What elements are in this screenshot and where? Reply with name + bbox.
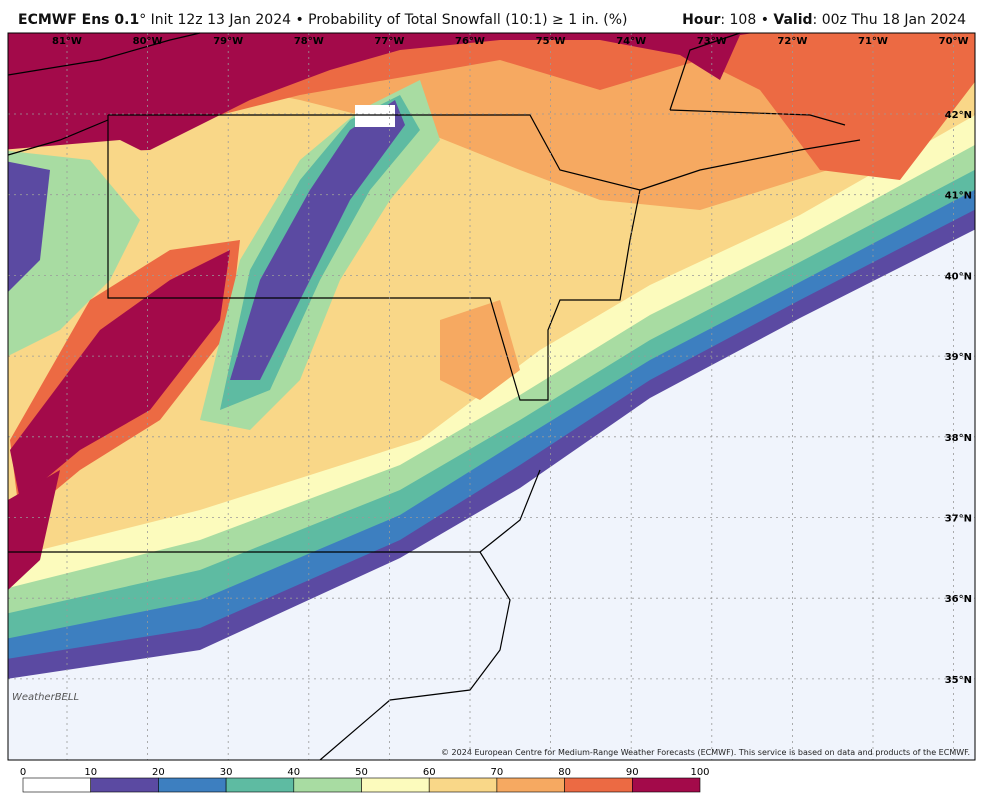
colorbar-bin xyxy=(90,777,159,793)
colorbar-bin xyxy=(564,777,633,793)
model-name: ECMWF Ens 0.1 xyxy=(18,12,140,28)
lat-label: 40°N xyxy=(945,271,972,282)
copyright: © 2024 European Centre for Medium-Range … xyxy=(441,748,970,757)
logo: WeatherBELL xyxy=(12,692,79,703)
colorbar-bin xyxy=(496,777,565,793)
colorbar-bin xyxy=(428,777,498,793)
lon-label: 77°W xyxy=(374,36,404,47)
boundaries xyxy=(7,32,861,761)
colorbar-tick-label: 0 xyxy=(20,767,26,778)
colorbar-tick-label: 20 xyxy=(152,767,165,778)
lon-label: 75°W xyxy=(536,36,566,47)
lon-label: 79°W xyxy=(213,36,243,47)
map-frame xyxy=(7,32,976,761)
colorbar-tick-label: 10 xyxy=(84,767,97,778)
colorbar-tick-label: 70 xyxy=(491,767,504,778)
description: ° Init 12z 13 Jan 2024 • Probability of … xyxy=(139,12,628,28)
lon-label: 70°W xyxy=(939,36,969,47)
lat-label: 42°N xyxy=(945,110,972,121)
lon-label: 78°W xyxy=(294,36,324,47)
valid-value: : 00z Thu 18 Jan 2024 xyxy=(812,12,966,28)
lon-label: 71°W xyxy=(858,36,888,47)
lat-label: 41°N xyxy=(945,191,972,202)
colorbar-bin xyxy=(293,777,362,793)
lon-label: 80°W xyxy=(133,36,163,47)
colorbar-tick-label: 100 xyxy=(690,767,709,778)
colorbar-tick-label: 80 xyxy=(558,767,571,778)
colorbar-tick-label: 30 xyxy=(220,767,233,778)
colorbar-tick-label: 50 xyxy=(355,767,368,778)
header: ECMWF Ens 0.1° Init 12z 13 Jan 2024 • Pr… xyxy=(18,12,966,28)
lon-label: 81°W xyxy=(52,36,82,47)
colorbar-tick-label: 90 xyxy=(626,767,639,778)
valid-info: Hour: 108 • Valid: 00z Thu 18 Jan 2024 xyxy=(682,12,966,28)
lon-label: 72°W xyxy=(777,36,807,47)
lon-label: 76°W xyxy=(455,36,485,47)
lat-label: 35°N xyxy=(945,675,972,686)
colorbar-bin xyxy=(22,777,91,793)
colorbar-bin xyxy=(631,777,701,793)
lat-label: 39°N xyxy=(945,352,972,363)
hour-label: Hour xyxy=(682,12,721,28)
lon-label: 74°W xyxy=(616,36,646,47)
lat-label: 38°N xyxy=(945,433,972,444)
valid-label: Valid xyxy=(773,12,813,28)
colorbar-tick-label: 40 xyxy=(287,767,300,778)
colorbar-bin xyxy=(225,777,295,793)
hour-value: : 108 • xyxy=(720,12,774,28)
colorbar-tick-label: 60 xyxy=(423,767,436,778)
lon-label: 73°W xyxy=(697,36,727,47)
lat-label: 37°N xyxy=(945,514,972,525)
colorbar-bin xyxy=(158,777,227,793)
colorbar-bin xyxy=(361,777,430,793)
lat-label: 36°N xyxy=(945,594,972,605)
